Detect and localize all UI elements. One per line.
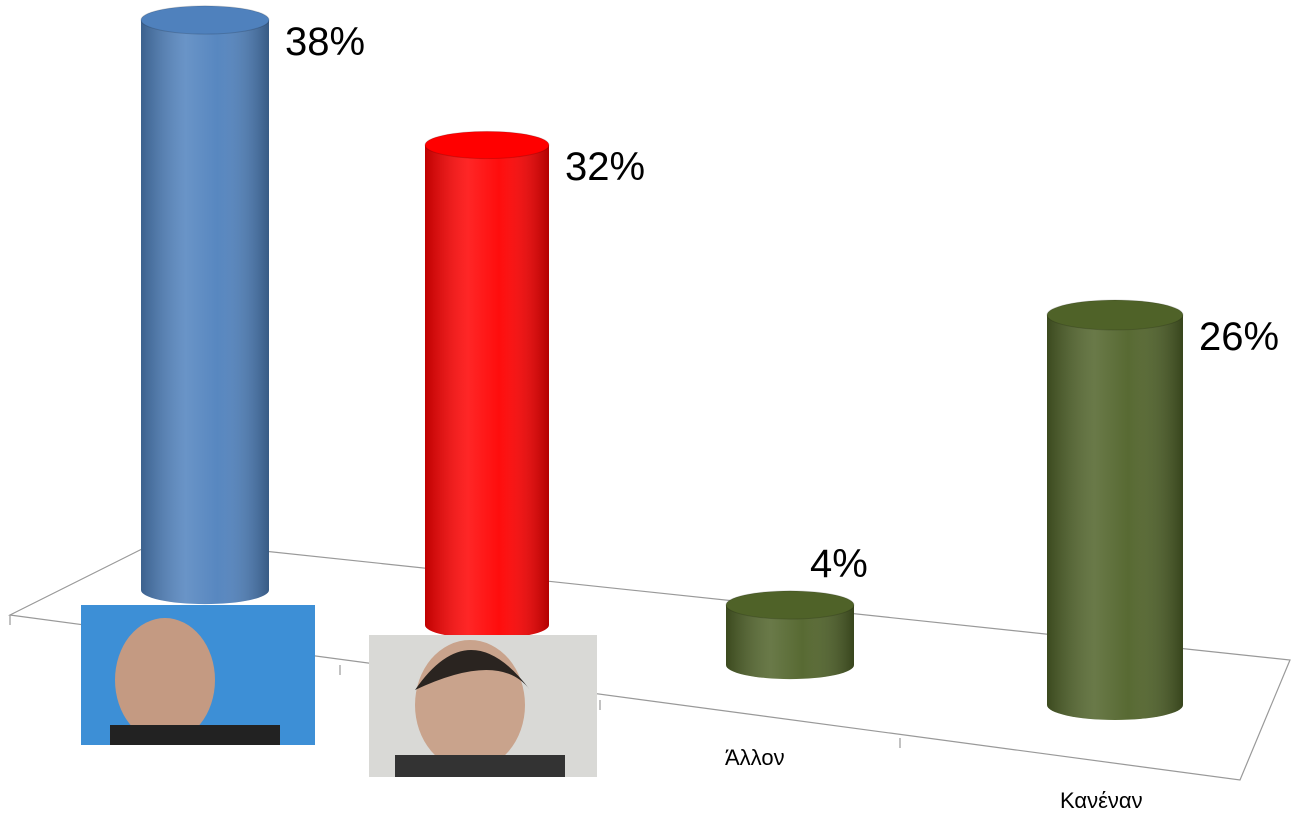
cylinder-top bbox=[140, 5, 270, 35]
bar-shade bbox=[425, 145, 549, 625]
cylinder: 4% bbox=[725, 542, 868, 680]
photo-2 bbox=[369, 635, 597, 777]
cylinder-top bbox=[424, 130, 550, 160]
bar-shade bbox=[1047, 315, 1183, 705]
cylinder: 26% bbox=[1046, 299, 1279, 720]
cylinder-top bbox=[725, 590, 855, 620]
bar-shade bbox=[141, 20, 269, 590]
value-label: 38% bbox=[285, 20, 365, 64]
x-tick-label: Κανέναν bbox=[1060, 788, 1143, 813]
cylinder-top bbox=[1046, 299, 1184, 331]
x-tick-label: Άλλον bbox=[725, 745, 785, 770]
floor bbox=[7, 539, 1291, 781]
value-label: 32% bbox=[565, 145, 645, 189]
value-label: 4% bbox=[810, 542, 868, 586]
cylinder: 38% bbox=[140, 5, 365, 605]
value-label: 26% bbox=[1199, 315, 1279, 359]
cylinder: 32% bbox=[424, 130, 645, 639]
photo-1 bbox=[81, 605, 315, 745]
bars: 38% 32% 4% 26% bbox=[140, 5, 1279, 720]
